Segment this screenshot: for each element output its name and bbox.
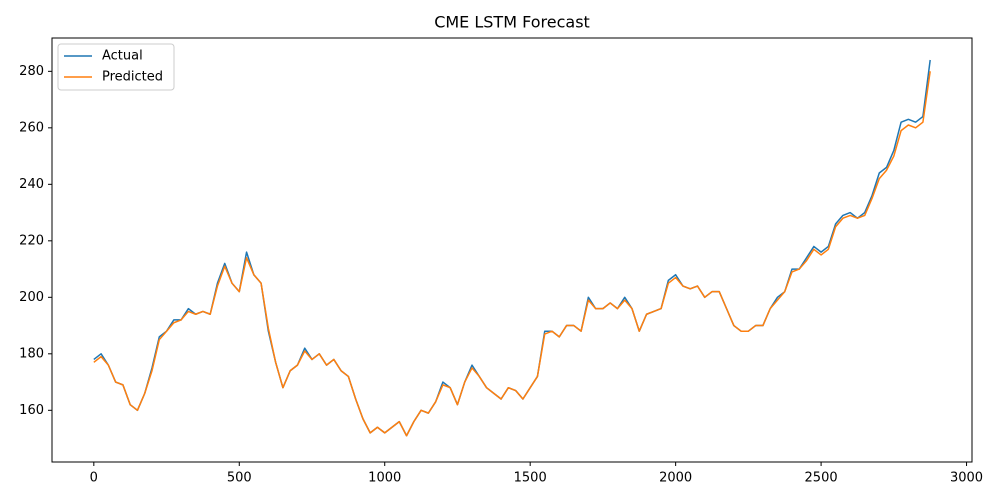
x-tick-label: 3000: [950, 471, 983, 486]
x-tick-label: 1000: [368, 471, 401, 486]
series-line: [93, 71, 931, 437]
chart-title: CME LSTM Forecast: [434, 13, 590, 32]
y-tick-label: 260: [19, 120, 44, 135]
x-tick-label: 0: [90, 471, 98, 486]
plot-frame: [51, 37, 973, 463]
x-tick-label: 2500: [805, 471, 838, 486]
legend-label: Actual: [102, 49, 143, 64]
y-tick-label: 280: [19, 64, 44, 79]
legend-label: Predicted: [102, 70, 163, 85]
x-tick-label: 500: [227, 471, 252, 486]
x-tick-label: 1500: [514, 471, 547, 486]
y-tick-label: 220: [19, 233, 44, 248]
y-tick-label: 200: [19, 290, 44, 305]
y-tick-label: 160: [19, 403, 44, 418]
y-tick-label: 180: [19, 346, 44, 361]
x-tick-label: 2000: [659, 471, 692, 486]
y-tick-label: 240: [19, 177, 44, 192]
